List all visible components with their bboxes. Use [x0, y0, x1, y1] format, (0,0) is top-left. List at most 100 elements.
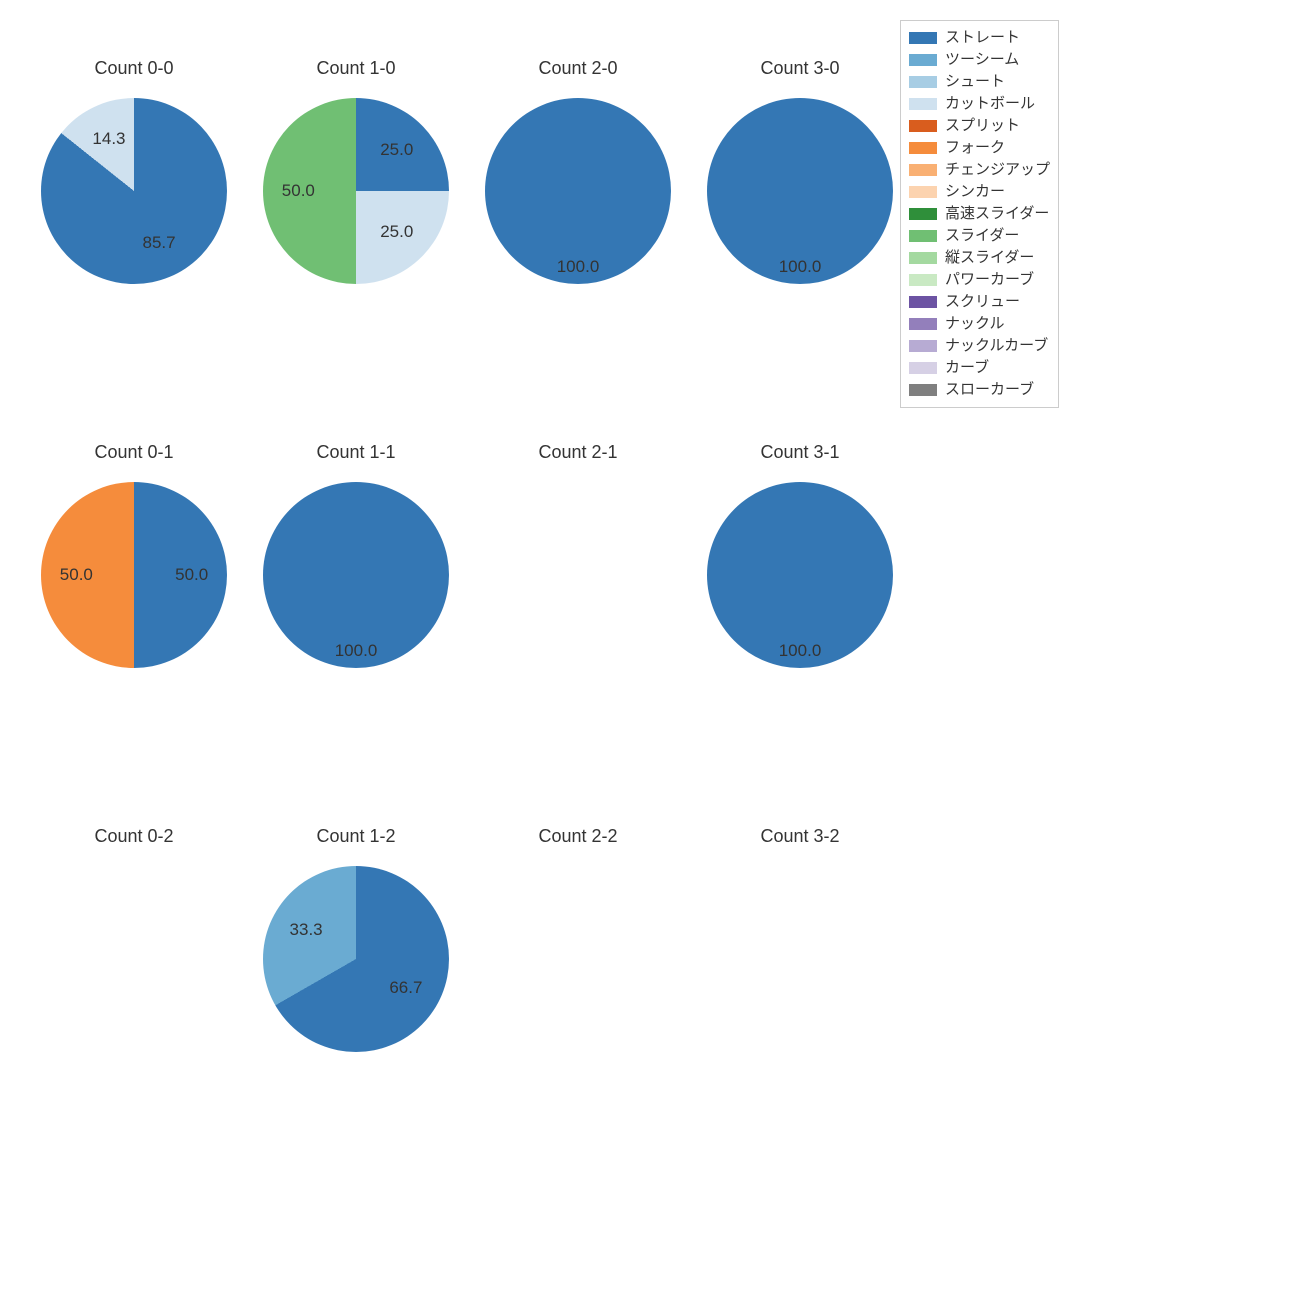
- legend-row: ストレート: [909, 27, 1050, 49]
- pie-slice-label: 85.7: [142, 233, 175, 253]
- legend-row: 縦スライダー: [909, 247, 1050, 269]
- pie-chart: [485, 866, 671, 1052]
- legend-label: ナックル: [945, 313, 1005, 335]
- panel-count-0-1: Count 0-150.050.0: [24, 470, 244, 668]
- legend-swatch: [909, 384, 937, 396]
- legend-swatch: [909, 54, 937, 66]
- legend-label: カットボール: [945, 93, 1035, 115]
- panel-count-3-2: Count 3-2: [690, 854, 910, 1052]
- legend-label: カーブ: [945, 357, 989, 379]
- pie-wrap: 100.0: [690, 470, 910, 668]
- pie-slice-label: 14.3: [92, 129, 125, 149]
- legend-row: シンカー: [909, 181, 1050, 203]
- pie-wrap: 50.0 50.0: [24, 470, 244, 668]
- legend-swatch: [909, 362, 937, 374]
- legend-label: スローカーブ: [945, 379, 1034, 401]
- pie-slice-label: 66.7: [389, 978, 422, 998]
- panel-count-2-2: Count 2-2: [468, 854, 688, 1052]
- pie-slice-label: 100.0: [779, 641, 822, 661]
- pie-chart: 50.0 50.0: [41, 482, 227, 668]
- pie-wrap: 100.0: [690, 86, 910, 284]
- legend: ストレートツーシームシュートカットボールスプリットフォークチェンジアップシンカー…: [900, 20, 1059, 408]
- pie-chart: [707, 866, 893, 1052]
- legend-swatch: [909, 142, 937, 154]
- legend-row: 高速スライダー: [909, 203, 1050, 225]
- panel-count-1-0: Count 1-025.025.050.0: [246, 86, 466, 284]
- panel-count-2-1: Count 2-1: [468, 470, 688, 668]
- panel-title: Count 2-2: [468, 826, 688, 847]
- pie-slice-label: 25.0: [380, 222, 413, 242]
- panel-count-1-1: Count 1-1100.0: [246, 470, 466, 668]
- pie-chart: 85.7 14.3: [41, 98, 227, 284]
- pie-wrap: 100.0: [468, 86, 688, 284]
- pie-chart: 100.0: [707, 98, 893, 284]
- panel-count-3-1: Count 3-1100.0: [690, 470, 910, 668]
- pie-grid-figure: Count 0-085.714.3Count 1-025.025.050.0Co…: [0, 0, 1300, 1300]
- panel-title: Count 1-2: [246, 826, 466, 847]
- pie-chart: 25.025.050.0: [263, 98, 449, 284]
- pie-slice-label: 50.0: [60, 565, 93, 585]
- panel-count-3-0: Count 3-0100.0: [690, 86, 910, 284]
- legend-label: スライダー: [945, 225, 1019, 247]
- panel-count-0-0: Count 0-085.714.3: [24, 86, 244, 284]
- legend-swatch: [909, 208, 937, 220]
- legend-label: シンカー: [945, 181, 1005, 203]
- legend-label: 高速スライダー: [945, 203, 1049, 225]
- panel-title: Count 2-1: [468, 442, 688, 463]
- legend-row: スライダー: [909, 225, 1050, 247]
- panel-title: Count 1-1: [246, 442, 466, 463]
- panel-title: Count 3-0: [690, 58, 910, 79]
- legend-label: ストレート: [945, 27, 1020, 49]
- legend-swatch: [909, 76, 937, 88]
- legend-row: ツーシーム: [909, 49, 1050, 71]
- legend-row: ナックル: [909, 313, 1050, 335]
- panel-title: Count 2-0: [468, 58, 688, 79]
- pie-chart: 100.0: [707, 482, 893, 668]
- legend-row: スプリット: [909, 115, 1050, 137]
- legend-swatch: [909, 32, 937, 44]
- panel-title: Count 0-0: [24, 58, 244, 79]
- legend-swatch: [909, 186, 937, 198]
- panel-title: Count 3-1: [690, 442, 910, 463]
- legend-label: ツーシーム: [945, 49, 1019, 71]
- legend-label: フォーク: [945, 137, 1005, 159]
- legend-label: チェンジアップ: [945, 159, 1050, 181]
- pie-wrap: 66.733.3: [246, 854, 466, 1052]
- pie-slice-label: 100.0: [557, 257, 600, 277]
- panel-title: Count 0-1: [24, 442, 244, 463]
- pie-chart: 100.0: [263, 482, 449, 668]
- legend-swatch: [909, 318, 937, 330]
- pie-chart: 100.0: [485, 98, 671, 284]
- legend-row: スクリュー: [909, 291, 1050, 313]
- legend-swatch: [909, 252, 937, 264]
- pie-wrap: 25.025.050.0: [246, 86, 466, 284]
- legend-swatch: [909, 340, 937, 352]
- pie-wrap: [24, 854, 244, 1052]
- pie-slice-label: 50.0: [282, 181, 315, 201]
- legend-swatch: [909, 164, 937, 176]
- pie-wrap: [468, 470, 688, 668]
- panel-count-1-2: Count 1-266.733.3: [246, 854, 466, 1052]
- legend-swatch: [909, 296, 937, 308]
- pie-chart: 66.733.3: [263, 866, 449, 1052]
- legend-row: フォーク: [909, 137, 1050, 159]
- panel-count-0-2: Count 0-2: [24, 854, 244, 1052]
- legend-swatch: [909, 274, 937, 286]
- legend-row: パワーカーブ: [909, 269, 1050, 291]
- legend-label: スクリュー: [945, 291, 1020, 313]
- legend-swatch: [909, 120, 937, 132]
- legend-label: パワーカーブ: [945, 269, 1034, 291]
- legend-row: シュート: [909, 71, 1050, 93]
- pie-chart: [41, 866, 227, 1052]
- panel-count-2-0: Count 2-0100.0: [468, 86, 688, 284]
- pie-wrap: 85.7 14.3: [24, 86, 244, 284]
- legend-row: ナックルカーブ: [909, 335, 1050, 357]
- legend-swatch: [909, 98, 937, 110]
- legend-label: スプリット: [945, 115, 1020, 137]
- pie-slice-label: 50.0: [175, 565, 208, 585]
- legend-row: スローカーブ: [909, 379, 1050, 401]
- legend-row: チェンジアップ: [909, 159, 1050, 181]
- legend-label: ナックルカーブ: [945, 335, 1048, 357]
- panel-title: Count 0-2: [24, 826, 244, 847]
- pie-slice-label: 100.0: [335, 641, 378, 661]
